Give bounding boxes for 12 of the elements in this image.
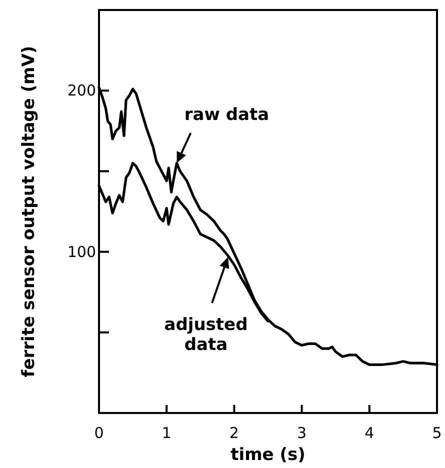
annotation: adjusted data xyxy=(164,315,248,355)
x-tick-label: 3 xyxy=(297,424,307,442)
x-tick-label: 1 xyxy=(162,424,172,442)
annotation: raw data xyxy=(184,105,270,125)
x-axis-title: time (s) xyxy=(230,445,306,465)
x-tick-label: 2 xyxy=(229,424,239,442)
y-tick-label: 200 xyxy=(67,82,96,100)
y-tick-label: 100 xyxy=(67,242,96,261)
x-tick-label: 5 xyxy=(432,424,442,442)
y-axis-title: ferrite sensor output voltage (mV) xyxy=(19,46,39,378)
x-tick-label: 4 xyxy=(364,424,374,442)
x-tick-label: 0 xyxy=(94,424,104,442)
